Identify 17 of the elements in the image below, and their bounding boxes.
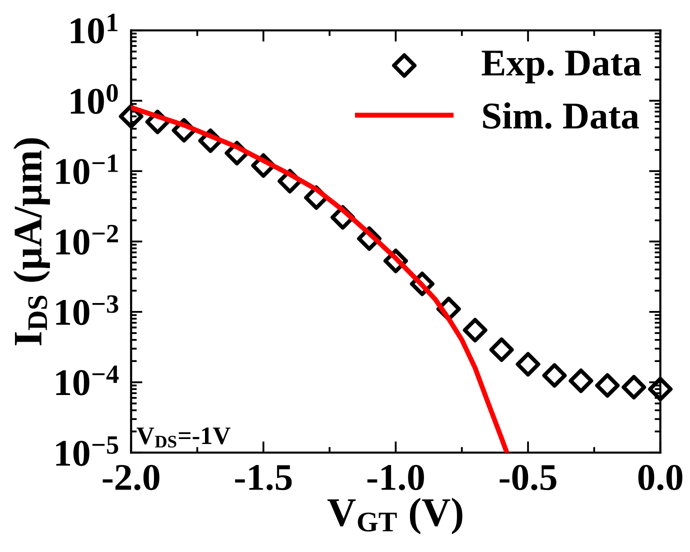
- legend-label: Sim. Data: [483, 102, 639, 129]
- y-tick-label: 10$^{−1}$: [56, 154, 118, 184]
- x-tick-label: -2.0: [102, 464, 160, 490]
- y-tick-label: 10$^{1}$: [70, 14, 118, 44]
- y-tick-label: 10$^{−5}$: [56, 436, 118, 466]
- y-tick-label: 10$^{0}$: [70, 84, 118, 114]
- x-tick-label: -0.5: [500, 464, 556, 490]
- y-tick-label: 10$^{−4}$: [56, 366, 119, 396]
- annotation: V$_{DS}$=-1V: [136, 427, 230, 448]
- y-tick-label: 10$^{−2}$: [56, 224, 118, 255]
- x-tick-label: -1.5: [235, 465, 292, 490]
- y-tick-label: 10$^{−3}$: [56, 295, 118, 326]
- y-axis-title: I$_{DS}$ (µA/µm): [13, 138, 50, 346]
- legend-label: Exp. Data: [482, 50, 642, 84]
- x-tick-label: 0.0: [638, 464, 682, 490]
- x-axis-title: V$_{GT}$ (V): [327, 498, 462, 534]
- x-tick-label: -1.0: [367, 464, 424, 490]
